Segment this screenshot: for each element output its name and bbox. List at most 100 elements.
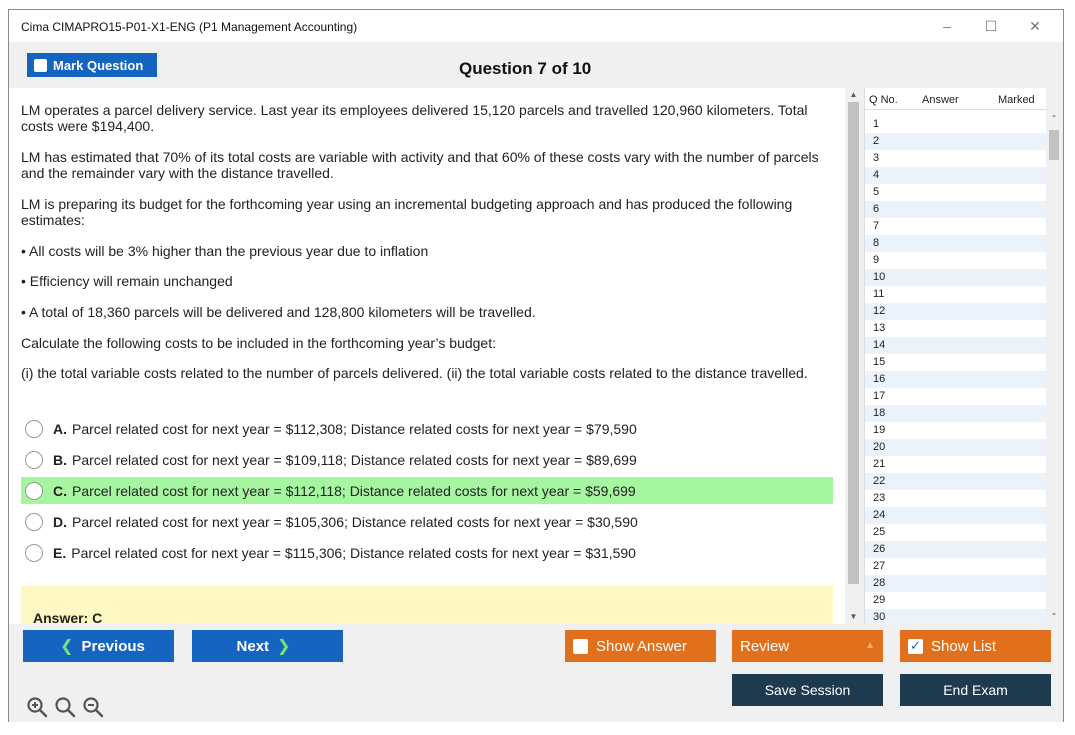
question-panel: LM operates a parcel delivery service. L… bbox=[9, 88, 845, 626]
show-list-button[interactable]: ✓ Show List bbox=[900, 630, 1051, 662]
mark-question-button[interactable]: Mark Question bbox=[27, 53, 157, 77]
question-list-row[interactable]: 27 bbox=[865, 558, 1047, 575]
show-answer-label: Show Answer bbox=[596, 637, 687, 655]
question-number: 12 bbox=[873, 305, 886, 317]
question-list-row[interactable]: 29 bbox=[865, 592, 1047, 609]
maximize-icon[interactable]: ☐ bbox=[984, 18, 998, 34]
title-bar: Cima CIMAPRO15-P01-X1-ENG (P1 Management… bbox=[9, 10, 1063, 42]
zoom-in-icon[interactable] bbox=[26, 696, 48, 718]
question-list-row[interactable]: 20 bbox=[865, 439, 1047, 456]
question-paragraph: (i) the total variable costs related to … bbox=[21, 365, 808, 381]
question-list-row[interactable]: 8 bbox=[865, 235, 1047, 252]
answer-option-c[interactable]: C. Parcel related cost for next year = $… bbox=[21, 477, 833, 504]
question-list-row[interactable]: 11 bbox=[865, 286, 1047, 303]
dropdown-arrow-icon: ▲ bbox=[865, 640, 875, 651]
answer-option-b[interactable]: B. Parcel related cost for next year = $… bbox=[21, 446, 833, 473]
question-number: 7 bbox=[873, 220, 880, 232]
question-list-row[interactable]: 21 bbox=[865, 456, 1047, 473]
question-list-row[interactable]: 15 bbox=[865, 354, 1047, 371]
question-list-row[interactable]: 1 bbox=[865, 116, 1047, 133]
option-text: Parcel related cost for next year = $105… bbox=[72, 513, 638, 530]
question-number: 6 bbox=[873, 203, 880, 215]
question-list-row[interactable]: 17 bbox=[865, 388, 1047, 405]
show-answer-button[interactable]: Show Answer bbox=[565, 630, 716, 662]
question-list-row[interactable]: 3 bbox=[865, 150, 1047, 167]
radio-button[interactable] bbox=[25, 450, 43, 469]
question-number: 16 bbox=[873, 373, 886, 385]
question-list-row[interactable]: 13 bbox=[865, 320, 1047, 337]
question-list-row[interactable]: 22 bbox=[865, 473, 1047, 490]
marked-header: Marked bbox=[998, 94, 1035, 106]
question-list-row[interactable]: 9 bbox=[865, 252, 1047, 269]
answer-option-d[interactable]: D. Parcel related cost for next year = $… bbox=[21, 508, 833, 535]
question-list-row[interactable]: 30 bbox=[865, 609, 1047, 626]
scroll-up-arrow-icon[interactable]: ▲ bbox=[849, 90, 858, 99]
question-list-row[interactable]: 12 bbox=[865, 303, 1047, 320]
radio-button[interactable] bbox=[25, 419, 43, 438]
question-scrollbar[interactable]: ▲ ▼ bbox=[846, 88, 861, 624]
radio-button[interactable] bbox=[25, 512, 43, 531]
question-list-row[interactable]: 19 bbox=[865, 422, 1047, 439]
window-title: Cima CIMAPRO15-P01-X1-ENG (P1 Management… bbox=[21, 20, 358, 34]
question-list-row[interactable]: 7 bbox=[865, 218, 1047, 235]
question-number: 3 bbox=[873, 152, 880, 164]
chevron-left-icon: ❮ bbox=[60, 638, 74, 655]
minimize-icon[interactable]: – bbox=[943, 18, 951, 34]
next-button[interactable]: Next ❯ bbox=[192, 630, 343, 662]
question-number: 28 bbox=[873, 577, 886, 589]
question-list-row[interactable]: 25 bbox=[865, 524, 1047, 541]
scroll-thumb[interactable] bbox=[848, 102, 859, 584]
list-scroll-down-icon[interactable]: ⌄ bbox=[1050, 608, 1058, 617]
question-number: 25 bbox=[873, 526, 886, 538]
question-list-row[interactable]: 4 bbox=[865, 167, 1047, 184]
question-paragraph: LM has estimated that 70% of its total c… bbox=[21, 149, 819, 181]
question-list-row[interactable]: 6 bbox=[865, 201, 1047, 218]
question-list-row[interactable]: 18 bbox=[865, 405, 1047, 422]
question-list-scrollbar[interactable]: ⌃ ⌄ bbox=[1046, 110, 1062, 624]
question-list: Q No. Answer Marked 1 2 3 4 5 6 7 8 9 10 11 12 13 14 1… bbox=[864, 88, 1047, 626]
question-list-row[interactable]: 14 bbox=[865, 337, 1047, 354]
list-scroll-up-icon[interactable]: ⌃ bbox=[1050, 114, 1058, 123]
radio-button[interactable] bbox=[25, 481, 43, 500]
question-number: 2 bbox=[873, 135, 880, 147]
option-letter: C. bbox=[53, 482, 67, 499]
close-icon[interactable]: ✕ bbox=[1029, 18, 1041, 34]
list-scroll-thumb[interactable] bbox=[1049, 130, 1059, 160]
question-number: 1 bbox=[873, 118, 880, 130]
question-number: 14 bbox=[873, 339, 886, 351]
question-list-row[interactable]: 5 bbox=[865, 184, 1047, 201]
radio-button[interactable] bbox=[25, 543, 43, 562]
previous-button[interactable]: ❮ Previous bbox=[23, 630, 174, 662]
zoom-out-icon[interactable] bbox=[82, 696, 104, 718]
question-number: 17 bbox=[873, 390, 886, 402]
previous-label: Previous bbox=[81, 637, 145, 655]
review-label: Review bbox=[740, 637, 790, 655]
question-list-row[interactable]: 26 bbox=[865, 541, 1047, 558]
mark-question-label: Mark Question bbox=[53, 57, 144, 73]
zoom-reset-icon[interactable] bbox=[54, 696, 76, 718]
question-list-row[interactable]: 28 bbox=[865, 575, 1047, 592]
question-list-row[interactable]: 23 bbox=[865, 490, 1047, 507]
question-number: 29 bbox=[873, 594, 886, 606]
scroll-down-arrow-icon[interactable]: ▼ bbox=[849, 612, 858, 621]
question-number: 11 bbox=[873, 288, 885, 300]
review-dropdown[interactable]: Review ▲ bbox=[732, 630, 883, 662]
next-label: Next bbox=[236, 637, 270, 655]
checkbox-icon bbox=[34, 58, 47, 72]
question-list-row[interactable]: 24 bbox=[865, 507, 1047, 524]
question-list-row[interactable]: 16 bbox=[865, 371, 1047, 388]
answer-header: Answer bbox=[922, 94, 959, 106]
question-number: 4 bbox=[873, 169, 880, 181]
question-bullet: • A total of 18,360 parcels will be deli… bbox=[21, 304, 536, 320]
question-number: 23 bbox=[873, 492, 886, 504]
question-list-row[interactable]: 10 bbox=[865, 269, 1047, 286]
end-exam-button[interactable]: End Exam bbox=[900, 674, 1051, 706]
question-list-row[interactable]: 2 bbox=[865, 133, 1047, 150]
question-number: 22 bbox=[873, 475, 886, 487]
option-text: Parcel related cost for next year = $109… bbox=[72, 451, 637, 468]
answer-option-a[interactable]: A. Parcel related cost for next year = $… bbox=[21, 415, 833, 442]
end-exam-label: End Exam bbox=[943, 682, 1008, 698]
question-paragraph: Calculate the following costs to be incl… bbox=[21, 335, 496, 351]
save-session-button[interactable]: Save Session bbox=[732, 674, 883, 706]
answer-option-e[interactable]: E. Parcel related cost for next year = $… bbox=[21, 539, 833, 566]
